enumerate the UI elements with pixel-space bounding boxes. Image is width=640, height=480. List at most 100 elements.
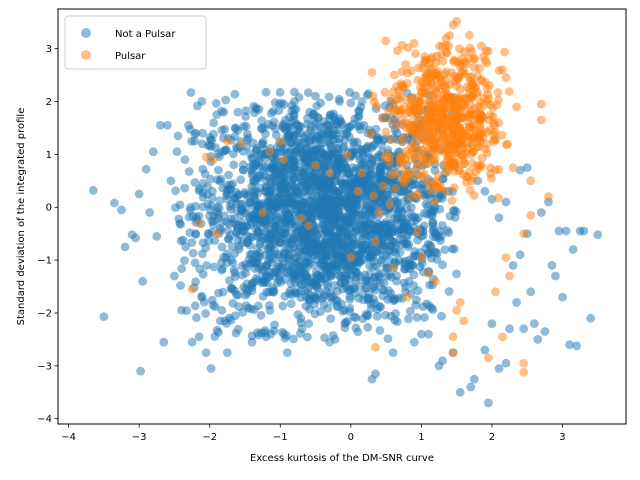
not-a-pulsar-point: [294, 189, 304, 199]
pulsar-point: [501, 253, 511, 262]
not-a-pulsar-point: [275, 143, 285, 152]
x-tick-label: −4: [61, 432, 76, 443]
pulsar-point: [469, 54, 479, 64]
pulsar-point: [491, 287, 500, 297]
not-a-pulsar-point: [444, 228, 454, 238]
not-a-pulsar-point: [290, 87, 299, 97]
not-a-pulsar-point: [184, 120, 193, 130]
not-a-pulsar-point: [219, 107, 229, 117]
pulsar-point: [484, 46, 493, 56]
pulsar-point: [387, 116, 397, 126]
y-axis-label: Standard deviation of the integrated pro…: [16, 108, 27, 326]
pulsar-point: [442, 103, 452, 113]
pulsar-point: [500, 47, 509, 57]
not-a-pulsar-point: [326, 314, 336, 323]
not-a-pulsar-point: [301, 271, 311, 281]
pulsar-point: [374, 208, 384, 217]
pulsar-point: [501, 73, 511, 83]
not-a-pulsar-point: [264, 272, 274, 282]
pulsar-point: [406, 66, 416, 76]
not-a-pulsar-point: [344, 266, 354, 276]
not-a-pulsar-point: [203, 199, 213, 209]
pulsar-point: [386, 94, 396, 103]
not-a-pulsar-point: [198, 193, 208, 202]
not-a-pulsar-point: [202, 261, 212, 270]
not-a-pulsar-point: [522, 163, 532, 173]
y-tick-label: −1: [37, 256, 52, 267]
pulsar-point: [477, 153, 487, 163]
pulsar-point: [423, 111, 433, 121]
not-a-pulsar-point: [294, 257, 304, 266]
not-a-pulsar-point: [296, 293, 306, 302]
pulsar-point: [465, 30, 474, 40]
not-a-pulsar-point: [572, 341, 581, 351]
pulsar-point: [371, 342, 380, 352]
pulsar-point: [468, 92, 477, 102]
not-a-pulsar-point: [190, 258, 200, 268]
not-a-pulsar-point: [246, 304, 256, 314]
not-a-pulsar-point: [274, 106, 284, 115]
not-a-pulsar-point: [341, 216, 351, 226]
not-a-pulsar-point: [382, 271, 392, 281]
pulsar-point: [409, 39, 419, 48]
not-a-pulsar-point: [184, 212, 194, 222]
not-a-pulsar-point: [194, 332, 204, 342]
legend-label-pulsar: Pulsar: [115, 51, 146, 62]
pulsar-point: [381, 36, 391, 46]
pulsar-point: [378, 181, 388, 191]
not-a-pulsar-point: [365, 276, 375, 286]
not-a-pulsar-point: [253, 301, 263, 311]
not-a-pulsar-point: [289, 115, 299, 125]
not-a-pulsar-point: [191, 229, 201, 239]
not-a-pulsar-point: [340, 135, 350, 145]
not-a-pulsar-point: [386, 218, 396, 228]
not-a-pulsar-point: [288, 201, 298, 211]
not-a-pulsar-point: [313, 231, 323, 241]
pulsar-point: [452, 112, 462, 122]
pulsar-point: [411, 152, 421, 162]
not-a-pulsar-point: [268, 163, 278, 173]
pulsar-point: [380, 152, 390, 162]
not-a-pulsar-point: [345, 236, 355, 246]
not-a-pulsar-point: [254, 105, 264, 114]
not-a-pulsar-point: [134, 189, 144, 199]
pulsar-point: [448, 332, 458, 342]
not-a-pulsar-point: [212, 110, 222, 120]
pulsar-point: [488, 112, 498, 121]
not-a-pulsar-point: [322, 193, 331, 203]
not-a-pulsar-point: [326, 271, 336, 280]
pulsar-point: [357, 168, 366, 178]
not-a-pulsar-point: [275, 87, 285, 97]
not-a-pulsar-point: [351, 209, 361, 218]
pulsar-point: [265, 147, 275, 157]
not-a-pulsar-point: [299, 167, 308, 177]
not-a-pulsar-point: [217, 305, 227, 315]
pulsar-point: [353, 187, 363, 196]
not-a-pulsar-point: [404, 314, 413, 324]
not-a-pulsar-point: [206, 364, 216, 373]
pulsar-point: [437, 50, 446, 60]
pulsar-point: [453, 135, 462, 145]
pulsar-point: [508, 163, 518, 173]
not-a-pulsar-point: [215, 316, 225, 326]
pulsar-point: [452, 81, 461, 91]
not-a-pulsar-point: [301, 301, 311, 311]
not-a-pulsar-point: [411, 300, 420, 310]
not-a-pulsar-point: [184, 167, 194, 176]
not-a-pulsar-point: [247, 337, 257, 347]
not-a-pulsar-point: [148, 147, 158, 157]
not-a-pulsar-point: [385, 232, 394, 242]
pulsar-point: [467, 176, 476, 186]
pulsar-point: [430, 197, 439, 207]
pulsar-point: [504, 87, 514, 96]
not-a-pulsar-point: [301, 257, 311, 267]
not-a-pulsar-point: [423, 249, 433, 259]
pulsar-point: [387, 170, 397, 180]
not-a-pulsar-point: [117, 205, 126, 215]
not-a-pulsar-point: [425, 240, 435, 250]
not-a-pulsar-point: [390, 315, 400, 325]
not-a-pulsar-point: [222, 258, 232, 268]
pulsar-point: [419, 172, 428, 181]
pulsar-point: [208, 155, 218, 165]
not-a-pulsar-point: [293, 138, 303, 148]
